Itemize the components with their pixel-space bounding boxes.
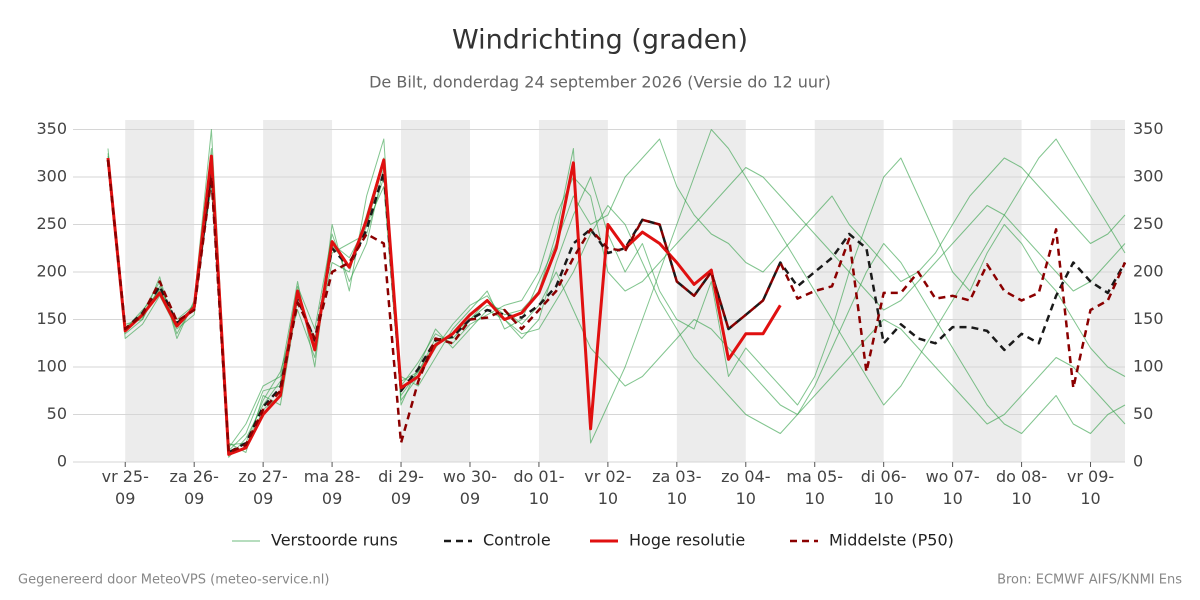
x-tick-label: za 26-09: [169, 467, 219, 508]
x-tick-label: zo 04-10: [721, 467, 771, 508]
ensemble-line: [107, 153, 1126, 458]
ensemble-line: [107, 148, 1126, 452]
x-tick-label: do 01-10: [513, 467, 565, 508]
y2-tick-label: 150: [1133, 309, 1164, 328]
chart-subtitle: De Bilt, donderdag 24 september 2026 (Ve…: [369, 73, 831, 92]
series-line: [106, 159, 1127, 454]
x-tick-label: do 08-10: [995, 467, 1048, 508]
y2-tick-label: 0: [1133, 452, 1143, 471]
footer-right: Bron: ECMWF AIFS/KNMI Ens: [997, 573, 1182, 588]
y-tick-label: 200: [36, 262, 67, 281]
legend-label: Hoge resolutie: [629, 531, 745, 550]
y-tick-label: 300: [36, 167, 67, 186]
y-tick-label: 150: [36, 309, 67, 328]
x-tick-label: zo 27-09: [238, 467, 288, 508]
chart-title: Windrichting (graden): [452, 25, 748, 56]
y2-tick-label: 200: [1133, 262, 1164, 281]
x-tick-label: za 03-10: [652, 467, 702, 508]
axes: 0 0 50 50 100 100 150 150 200 200 250 250 300 300 350 3…: [36, 119, 1163, 471]
y-tick-label: 100: [36, 357, 67, 376]
legend-label: Controle: [483, 531, 551, 550]
x-tick-label: di 06-10: [860, 467, 907, 508]
y2-tick-label: 300: [1133, 167, 1164, 186]
legend-label: Middelste (P50): [829, 531, 954, 550]
y2-tick-label: 100: [1133, 357, 1164, 376]
legend-label: Verstoorde runs: [271, 531, 398, 550]
x-tick-label: vr 25-09: [101, 467, 149, 508]
plot-lines: [106, 129, 1127, 458]
x-tick-label: ma 05-10: [786, 467, 844, 508]
ensemble-line: [107, 129, 1126, 449]
x-tick-label: wo 30-09: [442, 467, 498, 508]
grid: [73, 129, 1125, 463]
y-tick-label: 50: [47, 404, 67, 423]
x-tick-label: ma 28-09: [303, 467, 361, 508]
y-tick-label: 250: [36, 214, 67, 233]
legend: Verstoorde runs Controle Hoge resolutie Mid…: [232, 531, 954, 550]
ensemble-line: [107, 159, 1126, 446]
x-tick-label: vr 09-10: [1066, 467, 1115, 508]
y-tick-label: 0: [57, 452, 67, 471]
y-tick-label: 350: [36, 119, 67, 138]
x-tick-label: wo 07-10: [925, 467, 980, 508]
y2-tick-label: 50: [1133, 404, 1153, 423]
footer-left: Gegenereerd door MeteoVPS (meteo-service…: [18, 573, 329, 588]
ensemble-line: [107, 138, 1126, 453]
x-tick-label: di 29-09: [378, 467, 424, 508]
x-tick-label: vr 02-10: [584, 467, 632, 508]
day-band: [401, 120, 470, 462]
y2-tick-label: 250: [1133, 214, 1164, 233]
day-band: [952, 120, 1022, 462]
y2-tick-label: 350: [1133, 119, 1164, 138]
